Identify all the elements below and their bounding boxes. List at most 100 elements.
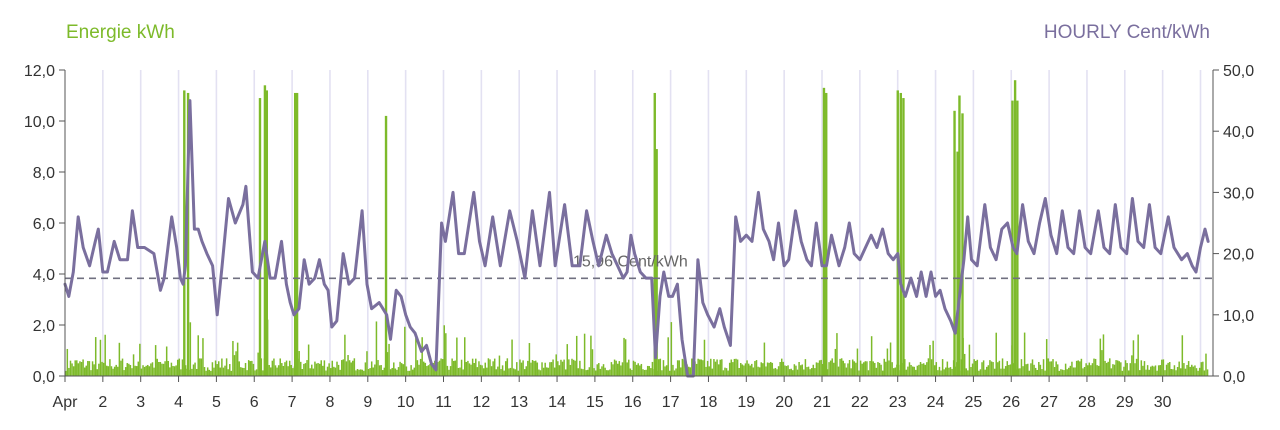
energy-bar	[1115, 360, 1117, 376]
energy-bar	[848, 360, 851, 376]
energy-bar	[72, 366, 75, 376]
energy-bar	[505, 361, 507, 376]
x-tick-label: 26	[1002, 394, 1020, 411]
energy-bar	[1082, 368, 1084, 376]
energy-bar	[432, 362, 434, 376]
energy-bar	[145, 365, 147, 376]
energy-bar	[618, 361, 621, 376]
energy-spike-bar	[258, 98, 262, 377]
energy-bar	[1123, 366, 1125, 376]
energy-bar	[642, 369, 644, 376]
energy-spike-bar	[655, 149, 658, 376]
energy-bar	[968, 344, 971, 376]
energy-bar	[71, 363, 73, 376]
energy-bar	[648, 366, 651, 376]
energy-bar	[443, 325, 445, 376]
right-tick-label: 50,0	[1223, 63, 1254, 80]
energy-bar	[639, 365, 641, 376]
energy-bar	[933, 365, 936, 376]
left-tick-label: 6,0	[33, 216, 55, 233]
energy-bar	[1028, 370, 1031, 376]
energy-bar	[935, 362, 938, 376]
energy-bar	[471, 358, 474, 376]
energy-bar	[978, 370, 980, 376]
energy-bar	[558, 365, 561, 376]
energy-bar	[148, 366, 151, 376]
energy-bar	[1156, 370, 1158, 376]
energy-bar	[594, 370, 597, 376]
energy-bar	[1074, 367, 1076, 376]
energy-bar	[738, 367, 740, 376]
energy-bar	[651, 361, 654, 376]
energy-bar	[74, 360, 76, 376]
energy-bar	[777, 366, 780, 376]
x-tick-label: 25	[965, 394, 983, 411]
x-tick-label: 9	[363, 394, 372, 411]
energy-spike-bar	[183, 90, 186, 377]
energy-bar	[881, 370, 884, 376]
energy-bar	[880, 364, 882, 376]
energy-bar	[743, 365, 745, 376]
energy-bar	[222, 367, 225, 376]
energy-bar	[661, 370, 663, 376]
energy-bar	[352, 360, 354, 376]
energy-bar	[473, 362, 475, 376]
energy-bar	[311, 364, 313, 376]
energy-bar	[1118, 361, 1120, 376]
energy-bar	[571, 358, 573, 376]
energy-bar	[1058, 370, 1061, 376]
energy-bar	[134, 365, 136, 376]
energy-bar	[665, 365, 668, 376]
energy-bar	[1143, 361, 1146, 376]
energy-spike-bar	[293, 92, 297, 376]
energy-bar	[113, 366, 116, 376]
energy-bars	[65, 80, 1209, 377]
energy-bar	[497, 366, 499, 376]
energy-bar	[921, 363, 923, 376]
energy-bar	[1164, 370, 1166, 376]
energy-bar	[1069, 365, 1072, 376]
energy-bar	[121, 358, 124, 376]
energy-bar	[1173, 365, 1176, 376]
energy-bar	[344, 334, 346, 376]
energy-bar	[730, 359, 733, 376]
energy-bar	[582, 369, 584, 376]
energy-bar	[106, 365, 108, 376]
x-tick-label: 23	[889, 394, 907, 411]
energy-bar	[415, 337, 417, 376]
energy-bar	[98, 363, 100, 376]
energy-bar	[331, 360, 334, 376]
energy-bar	[279, 358, 281, 376]
energy-bar	[751, 363, 753, 376]
energy-bar	[1055, 361, 1057, 376]
energy-bar	[400, 363, 403, 376]
energy-bar	[214, 360, 217, 376]
energy-bar	[374, 364, 376, 376]
energy-bar	[613, 359, 616, 376]
energy-bar	[120, 360, 122, 376]
energy-bar	[68, 367, 70, 376]
energy-bar	[922, 363, 925, 376]
energy-bar	[224, 365, 226, 376]
energy-bar	[217, 361, 220, 376]
right-tick-label: 40,0	[1223, 124, 1254, 141]
x-tick-label: 6	[250, 394, 259, 411]
energy-bar	[885, 361, 887, 376]
energy-bar	[495, 369, 498, 376]
energy-bar	[77, 363, 80, 376]
energy-bar	[1044, 370, 1046, 376]
energy-bar	[356, 368, 359, 376]
energy-bar	[123, 370, 125, 376]
energy-bar	[604, 367, 606, 376]
energy-bar	[80, 361, 83, 376]
energy-bar	[238, 361, 240, 376]
energy-bar	[828, 362, 830, 376]
energy-bar	[147, 364, 149, 376]
energy-bar	[710, 358, 712, 376]
energy-bar	[140, 368, 143, 376]
energy-bar	[416, 360, 419, 376]
energy-bar	[531, 359, 534, 376]
energy-bar	[270, 367, 272, 376]
energy-bar	[1045, 339, 1048, 376]
energy-bar	[255, 369, 258, 376]
